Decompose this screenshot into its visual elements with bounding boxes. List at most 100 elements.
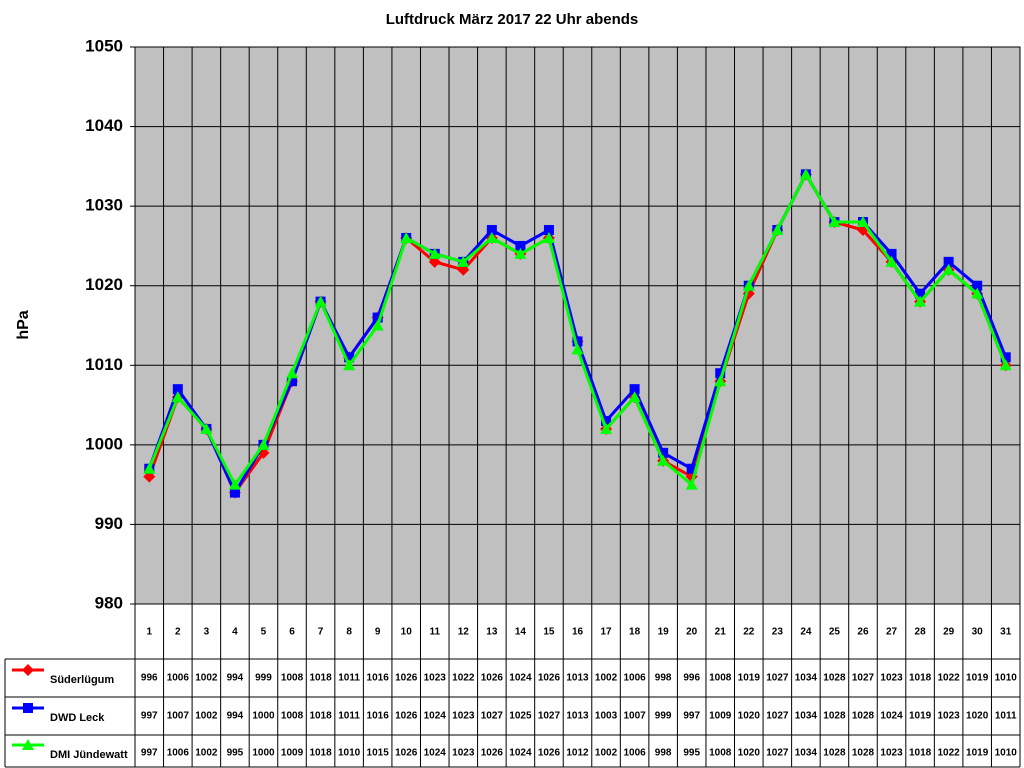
table-value: 1019 [909,711,932,722]
marker [143,462,156,474]
table-value: 1020 [738,748,761,759]
legend-label: Süderlügum [50,674,114,686]
x-tick-label: 8 [346,627,352,638]
table-value: 1027 [538,711,561,722]
marker [228,478,241,490]
table-value: 1026 [538,673,561,684]
table-value: 1026 [395,748,418,759]
y-tick-label: 1000 [85,434,123,453]
marker [514,247,527,259]
x-tick-label: 21 [715,627,727,638]
table-value: 1028 [823,673,846,684]
marker [400,231,413,243]
y-tick-label: 1030 [85,196,123,215]
table-value: 1026 [481,673,504,684]
table-value: 1023 [452,711,475,722]
table-value: 1006 [623,673,646,684]
marker [828,216,841,228]
x-tick-label: 30 [972,627,984,638]
table-value: 1002 [195,711,218,722]
x-tick-label: 19 [658,627,670,638]
x-tick-label: 26 [857,627,869,638]
chart-title: Luftdruck März 2017 22 Uhr abends [386,11,639,28]
table-value: 1009 [709,711,732,722]
marker [171,391,184,403]
table-value: 1008 [709,673,732,684]
marker [742,279,755,291]
x-tick-label: 31 [1000,627,1012,638]
table-value: 1024 [880,711,903,722]
x-tick-label: 7 [318,627,324,638]
x-tick-label: 1 [146,627,152,638]
x-tick-label: 17 [600,627,612,638]
table-value: 1020 [738,711,761,722]
table-value: 1028 [823,748,846,759]
x-tick-label: 22 [743,627,755,638]
table-value: 1019 [966,748,989,759]
table-value: 1000 [252,748,275,759]
table-value: 1012 [566,748,589,759]
table-value: 1003 [595,711,618,722]
x-tick-label: 9 [375,627,381,638]
table-value: 1011 [338,673,360,684]
table-value: 1027 [766,673,789,684]
table-value: 1006 [167,673,190,684]
table-value: 1016 [367,673,390,684]
y-axis-label: hPa [15,310,32,339]
legend-marker [22,739,34,750]
marker [971,287,984,299]
x-tick-label: 13 [486,627,498,638]
marker [601,415,612,426]
table-value: 1026 [538,748,561,759]
marker [572,336,583,347]
table-value: 1018 [309,748,332,759]
table-value: 1022 [938,673,961,684]
x-tick-label: 24 [800,627,812,638]
table-value: 1028 [823,711,846,722]
plot-area [134,46,1021,605]
table-value: 995 [227,748,244,759]
table-value: 1023 [880,748,903,759]
table-value: 1018 [309,673,332,684]
table-value: 1026 [395,711,418,722]
table-value: 1002 [595,748,618,759]
table-value: 1027 [481,711,504,722]
table-value: 1000 [252,711,275,722]
table-value: 1010 [338,748,361,759]
table-value: 1024 [424,748,447,759]
x-tick-label: 4 [232,627,238,638]
y-tick-label: 1010 [85,355,123,374]
table-value: 999 [255,673,272,684]
table-value: 1018 [309,711,332,722]
marker [657,454,670,466]
x-tick-label: 25 [829,627,841,638]
table-value: 1024 [509,673,532,684]
x-tick-label: 11 [429,627,440,638]
table-value: 998 [655,673,672,684]
table-value: 1028 [852,711,875,722]
table-value: 1011 [995,711,1017,722]
table-value: 997 [683,711,700,722]
table-value: 999 [655,711,672,722]
marker [371,319,384,331]
marker [457,255,470,267]
table-value: 994 [227,673,244,684]
table-value: 1002 [595,673,618,684]
table-value: 1008 [281,673,304,684]
x-tick-label: 27 [886,627,898,638]
table-value: 1027 [766,711,789,722]
marker [372,312,383,323]
table-value: 1034 [795,673,818,684]
x-tick-label: 18 [629,627,641,638]
marker [485,231,498,243]
marker [343,359,356,371]
table-value: 1010 [995,673,1018,684]
marker [886,248,897,259]
marker [686,463,697,474]
table-value: 1007 [623,711,646,722]
x-tick-label: 28 [915,627,927,638]
table-value: 1034 [795,748,818,759]
marker [200,422,213,434]
table-value: 996 [683,673,700,684]
table-value: 1026 [395,673,418,684]
